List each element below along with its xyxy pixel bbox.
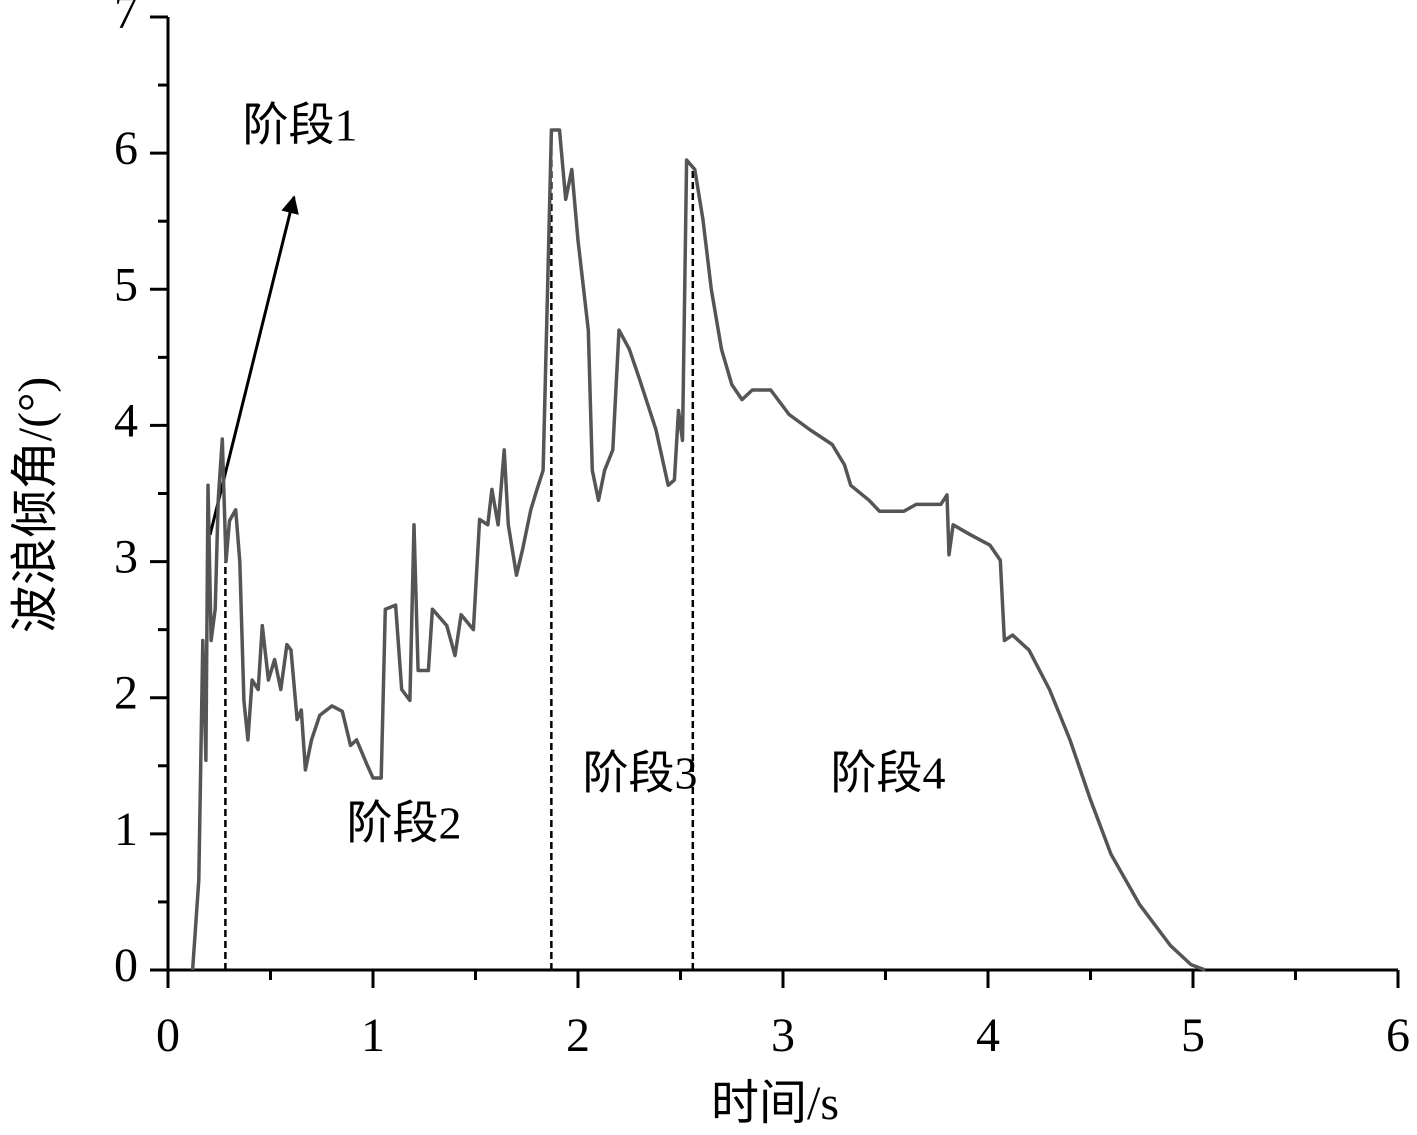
x-tick-label: 3: [771, 1009, 795, 1062]
x-tick-label: 2: [566, 1009, 590, 1062]
stage-label: 阶段3: [583, 748, 698, 799]
y-tick-label: 2: [114, 667, 138, 720]
y-tick-label: 5: [114, 258, 138, 311]
x-axis-label: 时间/s: [711, 1077, 839, 1130]
stage-label: 阶段4: [831, 748, 946, 799]
stage-label: 阶段1: [243, 100, 358, 151]
y-tick-label: 3: [114, 531, 138, 584]
x-tick-label: 6: [1386, 1009, 1410, 1062]
y-tick-label: 1: [114, 803, 138, 856]
y-tick-label: 6: [114, 122, 138, 175]
stage-label: 阶段2: [347, 798, 462, 849]
x-tick-label: 5: [1181, 1009, 1205, 1062]
x-tick-label: 0: [156, 1009, 180, 1062]
y-tick-label: 0: [114, 939, 138, 992]
y-tick-label: 7: [114, 0, 138, 39]
x-tick-label: 1: [361, 1009, 385, 1062]
y-axis-label: 波浪倾角/(°): [9, 377, 62, 634]
x-tick-label: 4: [976, 1009, 1000, 1062]
data-line: [190, 128, 1206, 972]
y-tick-label: 4: [114, 394, 138, 447]
